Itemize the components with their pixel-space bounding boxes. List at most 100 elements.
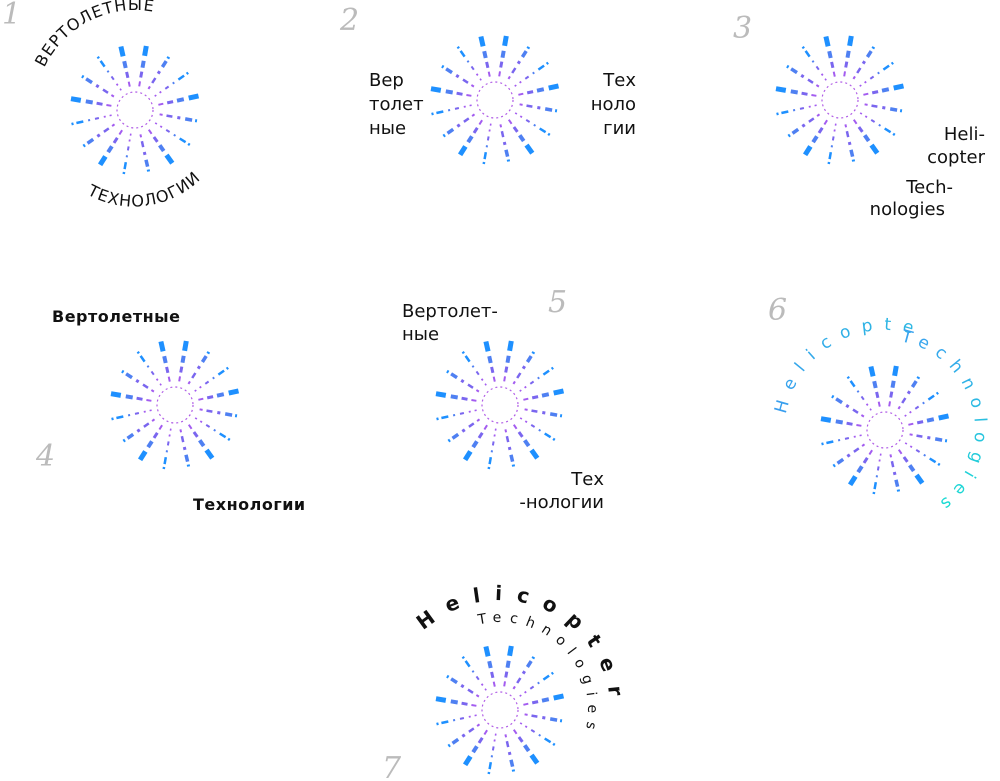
logo-ray xyxy=(859,112,863,115)
logo-ray xyxy=(184,454,190,463)
logo-ray xyxy=(504,149,510,158)
logo-ray xyxy=(542,716,546,720)
logo-ray xyxy=(505,435,510,443)
logo-ray xyxy=(514,84,517,87)
logo-ray xyxy=(541,697,550,703)
logo-ray xyxy=(106,145,114,154)
logo-ray xyxy=(512,729,518,735)
logo-ray xyxy=(514,112,518,115)
logo-ray xyxy=(126,432,135,440)
label: Tech- xyxy=(905,177,953,198)
logo-ray xyxy=(146,365,150,368)
logo-ray xyxy=(192,431,199,438)
logo-ray xyxy=(847,475,858,487)
logo-ray xyxy=(889,391,894,398)
logo-ray xyxy=(484,383,487,386)
logo-ray xyxy=(102,88,109,94)
logo-ray xyxy=(499,61,504,68)
logo-ray xyxy=(511,67,517,74)
logo-ray xyxy=(205,424,211,428)
logo-ray xyxy=(909,433,913,436)
logo-ray xyxy=(800,74,805,79)
logo-ray xyxy=(865,403,869,406)
logo-ray xyxy=(139,134,143,138)
logo-ray xyxy=(198,397,204,401)
logo-ray xyxy=(483,151,488,160)
label: Вертолетные xyxy=(52,307,180,326)
logo-ray xyxy=(904,442,908,445)
logo-ray xyxy=(938,413,950,421)
logo-ray xyxy=(502,35,509,47)
logo-ray xyxy=(204,380,210,385)
logo-ray xyxy=(862,456,869,464)
logo-ray xyxy=(191,372,197,379)
logo-ray xyxy=(219,432,227,439)
logo-ray xyxy=(512,685,516,690)
logo-ray xyxy=(503,376,506,382)
variant-number: 4 xyxy=(35,439,55,474)
logo-ray xyxy=(139,71,144,78)
logo-ray xyxy=(165,366,170,374)
logo-ray xyxy=(110,75,115,81)
logo-ray xyxy=(121,369,125,374)
logo-ray xyxy=(864,80,867,84)
logo-ray xyxy=(512,380,516,385)
logo-ray xyxy=(478,119,483,126)
label: гии xyxy=(603,118,636,139)
logo xyxy=(820,365,950,495)
logo-ray xyxy=(523,439,531,448)
logo-ray xyxy=(856,465,864,474)
logo-ray xyxy=(823,119,828,126)
logo-ray xyxy=(435,696,447,703)
logo-ray xyxy=(159,383,162,386)
variant-number: 5 xyxy=(548,285,567,320)
logo-ray xyxy=(536,87,545,93)
logo-ray xyxy=(466,135,474,144)
logo-ray xyxy=(804,50,811,58)
logo-ray xyxy=(529,448,540,460)
logo-ray xyxy=(436,417,439,421)
logo-ray xyxy=(828,151,833,160)
logo-ray xyxy=(154,94,157,97)
logo-ray xyxy=(446,369,450,374)
logo-ray xyxy=(459,717,465,720)
logo-ray xyxy=(531,395,539,400)
logo-ray xyxy=(820,73,824,76)
logo-ray xyxy=(860,414,865,418)
logo-ray xyxy=(877,71,880,75)
logo-ray xyxy=(467,688,474,694)
logo-ray xyxy=(890,61,894,65)
logo-ray xyxy=(116,415,124,420)
logo-ray xyxy=(122,60,128,69)
logo-ray xyxy=(845,404,850,409)
logo-ray xyxy=(97,155,108,167)
logo-ray xyxy=(552,437,556,441)
logo-ray xyxy=(524,143,535,155)
logo-ray xyxy=(811,60,815,63)
label: nologies xyxy=(870,199,945,220)
logo-ray xyxy=(869,143,880,155)
label: толет xyxy=(369,94,424,115)
logo-ray xyxy=(475,694,480,698)
logo-ray xyxy=(172,81,175,85)
logo-ray xyxy=(464,660,471,668)
logo-ray xyxy=(150,370,155,376)
logo-ray xyxy=(869,408,872,411)
logo-ray xyxy=(216,392,225,398)
logo-ray xyxy=(81,74,85,79)
logo-ray xyxy=(520,50,528,58)
logo-ray xyxy=(544,107,553,112)
logo-ray xyxy=(185,71,189,75)
logo-ray xyxy=(150,389,155,393)
logo-ray xyxy=(849,149,855,158)
label: ноло xyxy=(591,94,636,115)
logo-ray xyxy=(154,122,158,125)
logo-ray xyxy=(512,424,518,430)
logo-ray xyxy=(95,84,100,89)
logo-ray xyxy=(791,127,800,135)
logo-ray xyxy=(846,421,853,426)
logo-ray xyxy=(538,733,542,737)
logo-ray xyxy=(529,753,540,765)
logo xyxy=(430,35,560,165)
logo-ray xyxy=(96,101,103,106)
